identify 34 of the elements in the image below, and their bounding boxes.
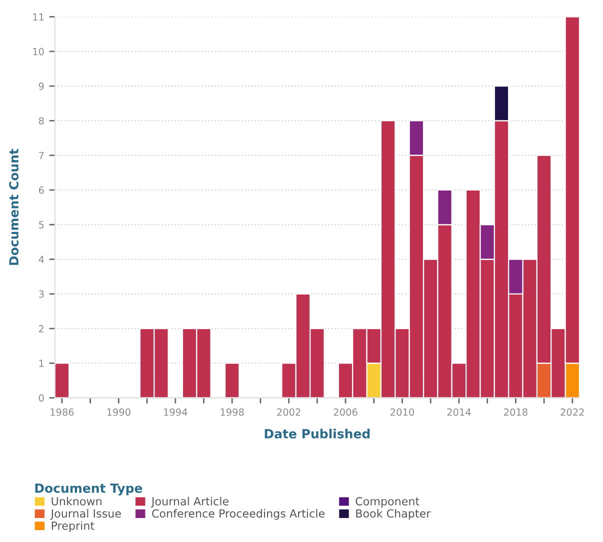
x-tick-label: 1998 — [220, 408, 244, 416]
y-tick-label: 3 — [39, 290, 44, 298]
legend-label: Component — [356, 497, 420, 508]
legend-label: Preprint — [52, 521, 94, 532]
y-tick-label: 8 — [38, 117, 44, 125]
y-tick-label: 0 — [38, 394, 44, 402]
y-axis-title: Document Count — [9, 148, 19, 265]
x-tick-label: 2002 — [277, 408, 300, 416]
x-tick-label: 1986 — [50, 408, 74, 416]
legend-title: Document Type — [35, 484, 142, 496]
x-tick-label: 2022 — [560, 408, 584, 416]
legend-label: Journal Article — [150, 496, 228, 508]
x-tick-label: 2010 — [390, 408, 414, 416]
y-tick-label: 6 — [38, 186, 44, 194]
y-tick-label: 4 — [38, 256, 44, 263]
y-tick-label: 5 — [39, 221, 44, 228]
x-axis-title: Date Published — [264, 428, 370, 438]
legend-label: Journal Issue — [50, 509, 121, 520]
y-tick-label: 11 — [33, 13, 44, 20]
bar — [224, 362, 240, 398]
bar — [54, 362, 70, 398]
x-tick-label: 2006 — [334, 408, 358, 416]
y-tick-label: 9 — [38, 82, 44, 90]
x-tick-label: 1994 — [164, 408, 188, 416]
x-tick-label: 2014 — [447, 408, 471, 416]
legend-label: Book Chapter — [356, 509, 431, 520]
x-tick-label: 2018 — [504, 408, 528, 416]
x-tick-label: 1990 — [107, 408, 130, 416]
legend-label: Unknown — [52, 496, 102, 506]
y-tick-label: 2 — [38, 325, 44, 332]
legend-label: Conference Proceedings Article — [152, 509, 325, 520]
y-tick-label: 7 — [39, 152, 44, 160]
y-tick-label: 10 — [33, 48, 44, 56]
y-tick-label: 1 — [39, 360, 44, 367]
